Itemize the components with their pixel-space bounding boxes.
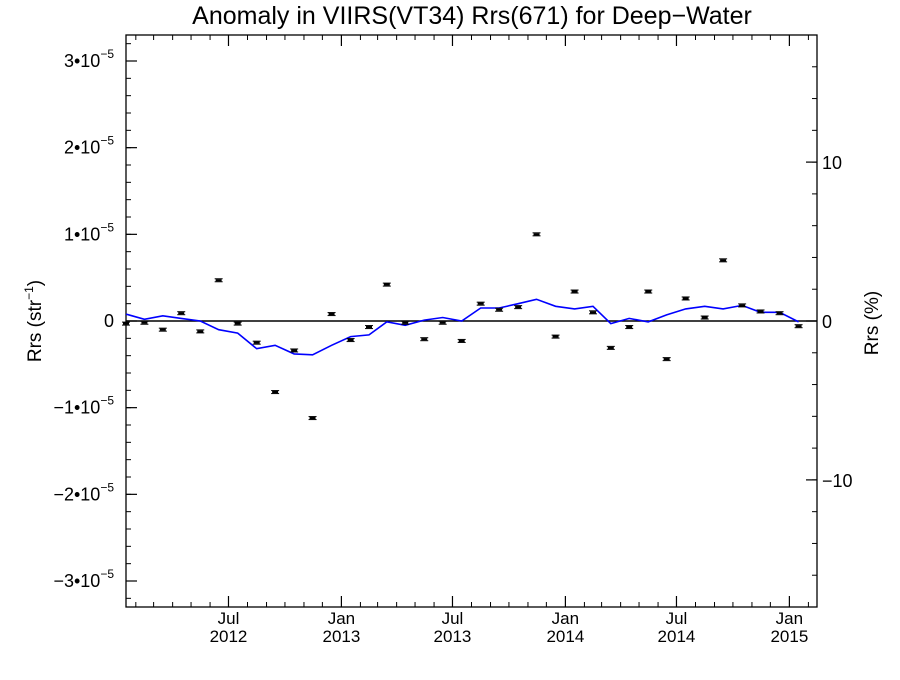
data-point — [233, 321, 242, 326]
data-point — [196, 329, 205, 334]
data-point — [252, 340, 261, 345]
data-point — [606, 345, 615, 350]
data-point — [177, 311, 186, 316]
data-point — [681, 296, 690, 301]
x-minor-ticks — [135, 35, 809, 607]
y-left-ticks: 3•10−5 2•10−5 1•10−5 0 −1•10−5 −2•10−5 −3•10−5 — [53, 43, 137, 599]
y-left-tick-label: 3•10−5 — [64, 47, 114, 71]
data-point — [327, 312, 336, 317]
x-tick-label-year: 2015 — [770, 627, 808, 646]
data-point — [551, 334, 560, 339]
data-point — [756, 309, 765, 314]
series-line-blue — [125, 298, 799, 356]
data-point — [382, 282, 391, 287]
data-point — [420, 337, 429, 342]
x-tick-label-month: Jan — [776, 609, 803, 628]
data-point — [346, 338, 355, 343]
data-point — [662, 357, 671, 362]
y-axis-label-right: Rrs (%) — [862, 291, 883, 355]
x-tick-label-year: 2013 — [322, 627, 360, 646]
x-tick-labels: Jul2012Jan2013Jul2013Jan2014Jul2014Jan20… — [210, 609, 809, 646]
data-point — [794, 324, 803, 329]
data-point — [644, 289, 653, 294]
x-tick-label-month: Jul — [218, 609, 240, 628]
y-right-ticks: 10 0 −10 — [806, 66, 853, 576]
y-right-tick-label: 10 — [822, 153, 842, 173]
x-tick-label-month: Jan — [552, 609, 579, 628]
data-point — [476, 301, 485, 306]
y-axis-label-left: Rrs (str−1) — [22, 280, 46, 362]
data-point — [495, 307, 504, 312]
y-left-tick-label: −3•10−5 — [53, 567, 114, 591]
data-point — [140, 320, 149, 325]
x-tick-label-month: Jul — [666, 609, 688, 628]
data-point — [438, 320, 447, 325]
data-point — [570, 289, 579, 294]
data-point — [532, 232, 541, 237]
y-left-tick-label: −2•10−5 — [53, 480, 114, 504]
y-left-tick-label: 0 — [104, 311, 114, 331]
data-point — [290, 348, 299, 353]
data-point — [514, 305, 523, 310]
chart-title: Anomaly in VIIRS(VT34) Rrs(671) for Deep… — [192, 2, 752, 30]
series-points — [122, 232, 803, 421]
data-point — [271, 390, 280, 395]
data-point — [625, 325, 634, 330]
data-point — [700, 315, 709, 320]
x-tick-label-month: Jan — [328, 609, 355, 628]
y-right-tick-label: −10 — [822, 471, 853, 491]
data-point — [401, 320, 410, 325]
data-point — [365, 325, 374, 330]
data-point — [589, 310, 598, 315]
data-point — [158, 327, 167, 332]
data-point — [457, 338, 466, 343]
y-left-tick-label: −1•10−5 — [53, 394, 114, 418]
x-tick-label-month: Jul — [442, 609, 464, 628]
data-point — [122, 321, 130, 326]
data-point — [308, 416, 317, 421]
data-point — [719, 258, 728, 263]
x-tick-label-year: 2014 — [546, 627, 584, 646]
data-point — [214, 278, 223, 283]
y-right-tick-label: 0 — [822, 312, 832, 332]
y-left-tick-label: 1•10−5 — [64, 220, 114, 244]
data-point — [775, 311, 784, 316]
y-left-tick-label: 2•10−5 — [64, 134, 114, 158]
x-tick-label-year: 2012 — [210, 627, 248, 646]
x-major-ticks — [227, 35, 790, 607]
data-point — [738, 303, 747, 308]
x-tick-label-year: 2013 — [434, 627, 472, 646]
x-tick-label-year: 2014 — [658, 627, 696, 646]
